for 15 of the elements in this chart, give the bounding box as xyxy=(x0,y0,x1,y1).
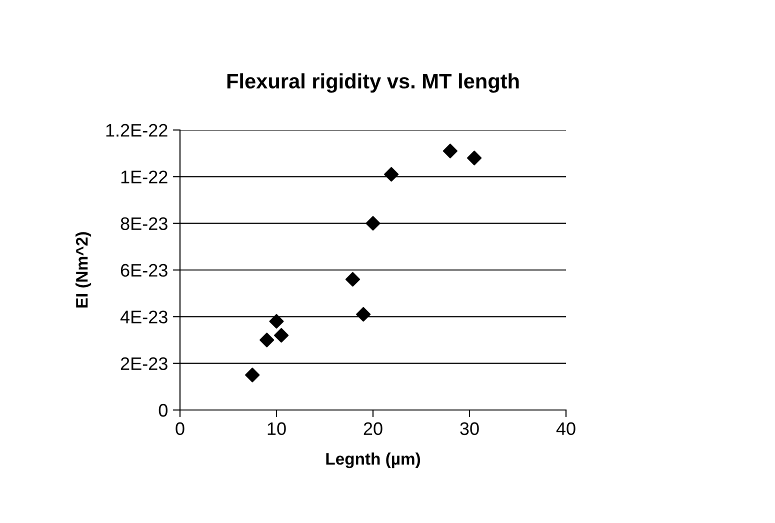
x-tick-label: 10 xyxy=(268,422,286,436)
y-tick-label: 8E-23 xyxy=(120,217,168,230)
y-tick-label: 6E-23 xyxy=(120,264,168,277)
x-tick-label: 0 xyxy=(176,422,184,436)
x-tick-label: 40 xyxy=(556,422,576,436)
y-tick-label: 4E-23 xyxy=(120,310,168,324)
chart-title: Flexural rigidity vs. MT length xyxy=(227,73,519,93)
x-tick-label: 20 xyxy=(364,422,382,436)
x-tick-label: 30 xyxy=(460,422,479,436)
y-tick-label: 2E-23 xyxy=(120,357,168,370)
x-axis-title: Legnth (µm) xyxy=(326,452,420,468)
y-axis-title: EI (Nm^2) xyxy=(76,232,92,308)
y-tick-label: 0 xyxy=(158,404,168,417)
y-tick-label: 1E-22 xyxy=(121,170,168,184)
y-tick-label: 1.2E-22 xyxy=(106,124,168,137)
